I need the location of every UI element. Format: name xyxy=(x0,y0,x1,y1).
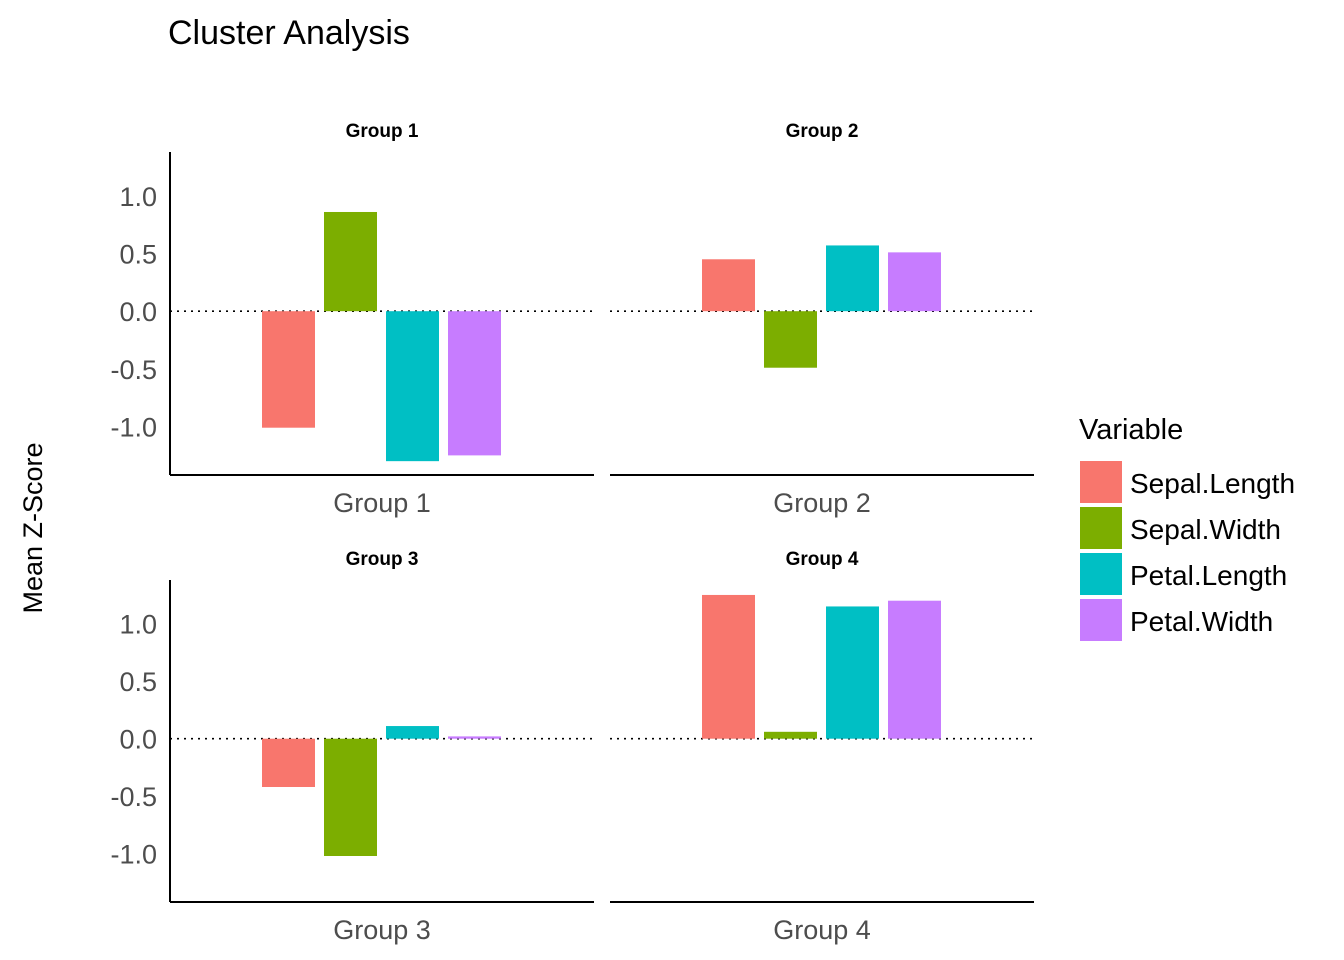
bar-sepal-width xyxy=(764,731,817,739)
bar-petal-width xyxy=(888,252,941,312)
legend-entry-label: Sepal.Width xyxy=(1130,514,1281,545)
bar-sepal-length xyxy=(262,311,315,428)
facet-strip-label: Group 2 xyxy=(786,121,859,142)
y-tick-label: -1.0 xyxy=(110,413,157,443)
bar-sepal-width xyxy=(324,738,377,856)
x-tick-label: Group 3 xyxy=(333,915,431,945)
y-tick-label: 1.0 xyxy=(119,182,157,212)
x-tick-label: Group 4 xyxy=(773,915,871,945)
legend-title: Variable xyxy=(1079,414,1183,446)
legend-swatch xyxy=(1080,507,1122,549)
legend-entry-label: Petal.Length xyxy=(1130,560,1287,591)
y-tick-label: -0.5 xyxy=(110,782,157,812)
bar-petal-width xyxy=(448,311,501,456)
facet-panel: Group 4 Group 4 xyxy=(610,549,1034,945)
bar-petal-width xyxy=(888,600,941,739)
bar-petal-length xyxy=(826,245,879,312)
bar-sepal-width xyxy=(324,211,377,312)
y-tick-label: 0.5 xyxy=(119,240,157,270)
legend: Variable Sepal.Length Sepal.Width Petal.Le… xyxy=(1079,414,1295,641)
bar-sepal-length xyxy=(262,738,315,787)
y-axis-label: Mean Z-Score xyxy=(18,442,48,613)
legend-swatch xyxy=(1080,461,1122,503)
y-tick-label: 0.0 xyxy=(119,725,157,755)
y-tick-label: 0.0 xyxy=(119,297,157,327)
bar-sepal-width xyxy=(764,311,817,368)
bar-petal-length xyxy=(386,726,439,739)
bar-petal-length xyxy=(386,311,439,462)
y-tick-label: 1.0 xyxy=(119,610,157,640)
y-tick-label: -0.5 xyxy=(110,355,157,385)
facet-strip-label: Group 1 xyxy=(346,121,419,142)
y-tick-label: -1.0 xyxy=(110,840,157,870)
x-tick-label: Group 1 xyxy=(333,488,431,518)
y-tick-label: 0.5 xyxy=(119,667,157,697)
facet-panel: Group 3 Group 3 1.0 0.5 0.0 -0.5 -1.0 xyxy=(110,549,594,945)
bar-petal-length xyxy=(826,606,879,739)
facet-strip-label: Group 4 xyxy=(786,549,859,570)
legend-entry-label: Petal.Width xyxy=(1130,606,1273,637)
legend-swatch xyxy=(1080,553,1122,595)
facet-panel: Group 1 Group 1 1.0 0.5 0.0 -0.5 -1.0 xyxy=(110,121,594,518)
x-tick-label: Group 2 xyxy=(773,488,871,518)
legend-entry-label: Sepal.Length xyxy=(1130,468,1295,499)
bar-petal-width xyxy=(448,736,501,739)
legend-swatch xyxy=(1080,599,1122,641)
chart-title: Cluster Analysis xyxy=(168,14,410,52)
facet-strip-label: Group 3 xyxy=(346,549,419,570)
bar-sepal-length xyxy=(702,259,755,312)
facet-panel: Group 2 Group 2 xyxy=(610,121,1034,518)
bar-sepal-length xyxy=(702,594,755,739)
